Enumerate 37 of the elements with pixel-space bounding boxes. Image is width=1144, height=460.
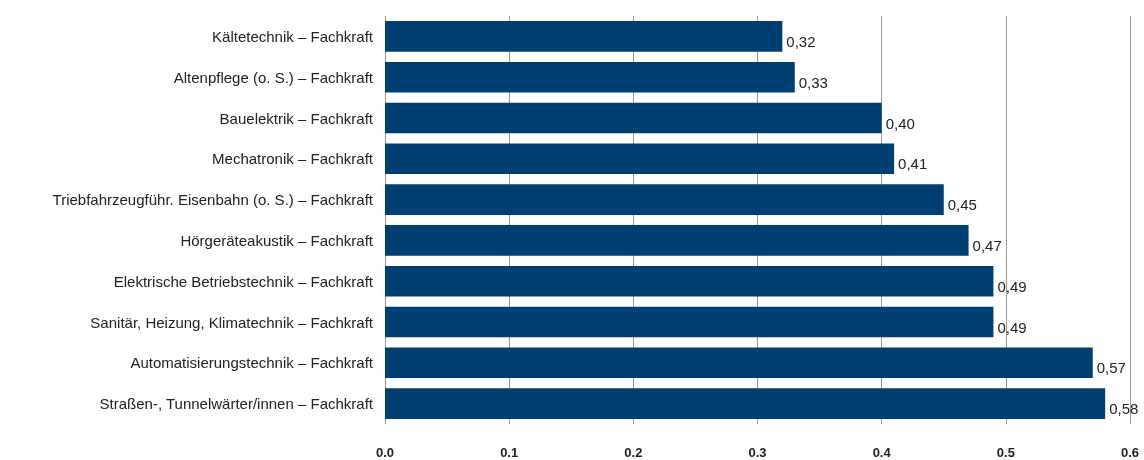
y-tick-label: Mechatronik – Fachkraft xyxy=(212,150,374,168)
x-tick-label: 0.0 xyxy=(375,445,395,460)
bar xyxy=(385,265,994,297)
x-tick-label: 0.6 xyxy=(1120,445,1140,460)
data-label: 0,32 xyxy=(786,32,816,50)
y-tick-label: Altenpflege (o. S.) – Fachkraft xyxy=(173,68,374,86)
data-label: 0,49 xyxy=(997,318,1027,336)
bar xyxy=(385,225,969,256)
y-tick-label: Automatisierungstechnik – Fachkraft xyxy=(130,354,374,372)
y-tick-label: Kältetechnik – Fachkraft xyxy=(212,27,374,45)
data-label: 0,57 xyxy=(1096,359,1126,377)
data-label: 0,40 xyxy=(885,114,915,132)
x-tick-label: 0.4 xyxy=(872,445,892,460)
bar xyxy=(385,143,895,175)
bar xyxy=(385,21,783,52)
x-tick-label: 0.5 xyxy=(996,445,1015,460)
x-tick-label: 0.3 xyxy=(748,445,767,460)
y-tick-label: Elektrische Betriebstechnik – Fachkraft xyxy=(113,272,374,290)
bar xyxy=(385,61,795,93)
bar xyxy=(385,347,1093,379)
y-tick-label: Sanitär, Heizung, Klimatechnik – Fachkraft xyxy=(90,313,374,331)
bar xyxy=(385,184,944,215)
bar xyxy=(385,306,994,338)
data-label: 0,33 xyxy=(798,73,828,91)
data-label: 0,58 xyxy=(1109,400,1139,418)
data-label: 0,47 xyxy=(972,236,1002,254)
bar xyxy=(385,388,1106,419)
x-tick-label: 0.1 xyxy=(500,445,519,460)
y-tick-label: Triebfahrzeugführ. Eisenbahn (o. S.) – Fachkraft xyxy=(52,191,374,209)
y-tick-label: Bauelektrik – Fachkraft xyxy=(219,109,374,127)
data-label: 0,45 xyxy=(947,196,977,214)
x-tick-label: 0.2 xyxy=(624,445,643,460)
data-label: 0,49 xyxy=(997,277,1027,295)
bar xyxy=(385,102,882,134)
y-tick-label: Hörgeräteakustik – Fachkraft xyxy=(180,231,374,249)
data-label: 0,41 xyxy=(898,155,928,173)
y-tick-label: Straßen-, Tunnelwärter/innen – Fachkraft xyxy=(99,395,374,413)
